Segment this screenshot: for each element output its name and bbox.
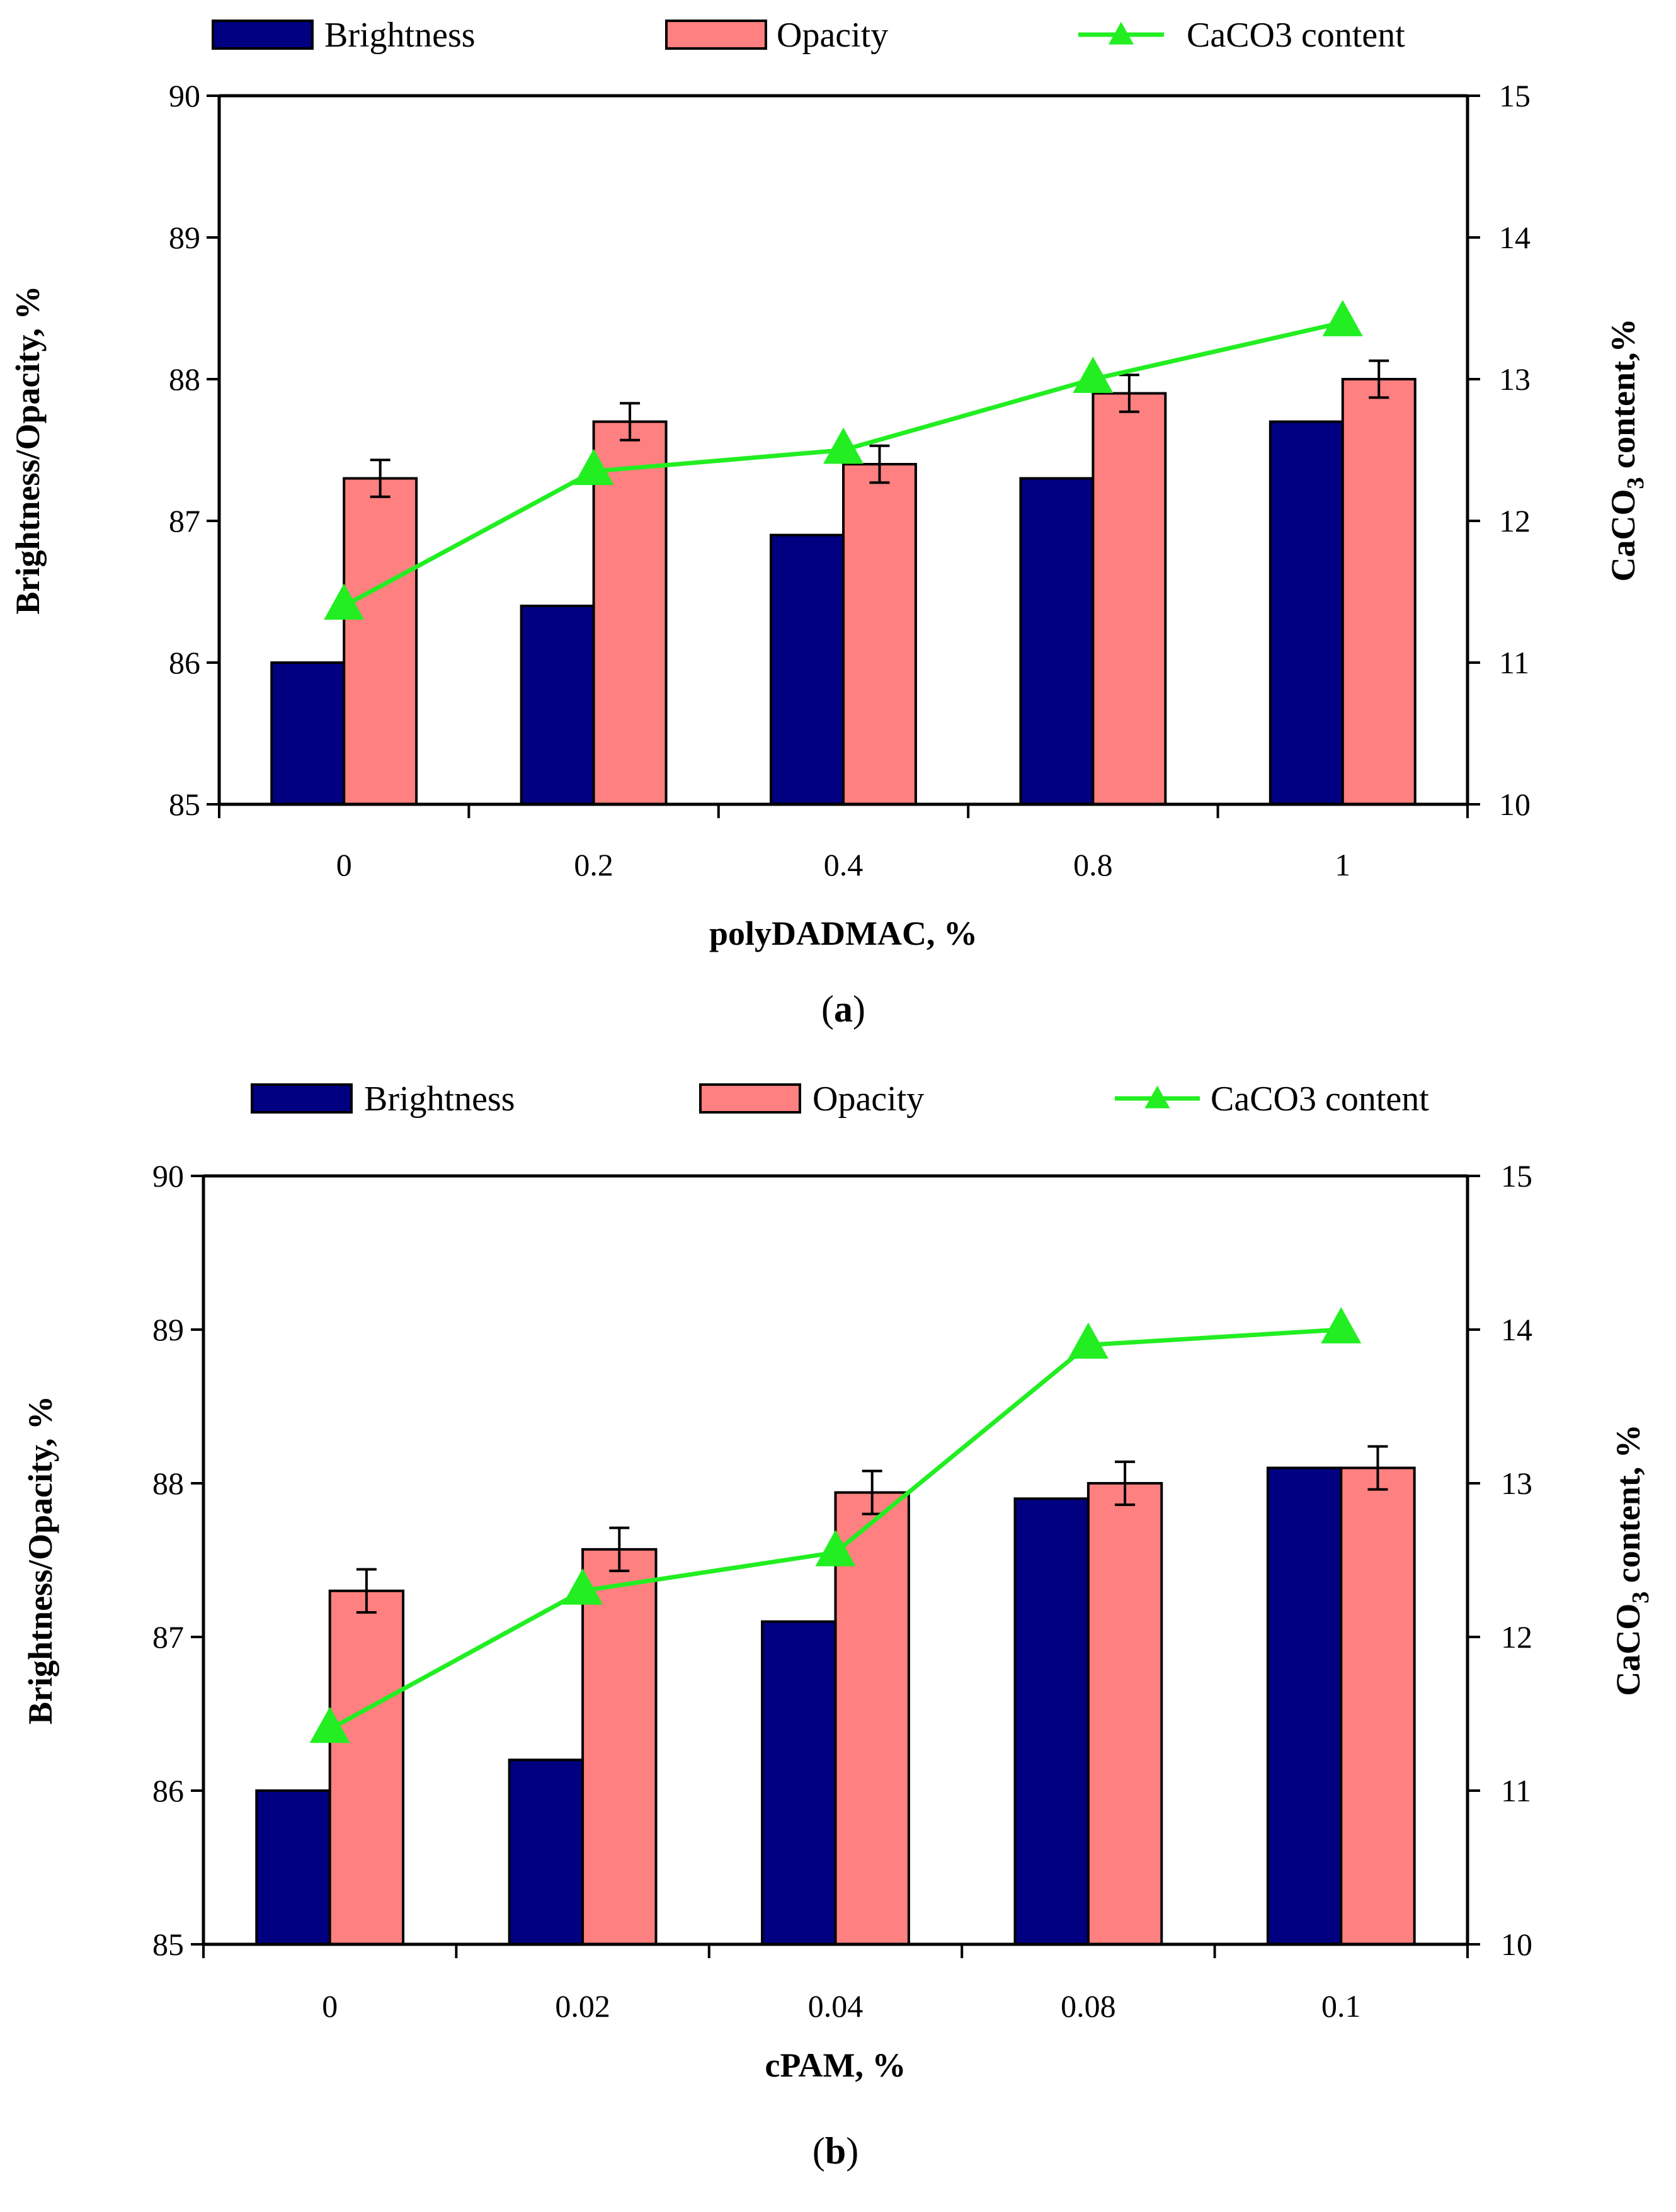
errorbar-opacity-0 [370,459,390,498]
bar-brightness-0 [270,661,346,806]
point-caco3-4 [1321,1307,1362,1343]
point-caco3-3 [1068,1322,1109,1359]
x-axis-title: polyDADMAC, % [709,915,978,952]
errorbar-opacity-2 [869,444,890,484]
bar-brightness-4 [1268,420,1344,806]
xtick-label-2: 0.4 [824,847,864,882]
xtick-label-0: 0 [336,847,352,882]
chart-panel-a: Brightness Opacity CaCO3 content 85 86 87 88 89… [9,16,1649,1030]
ytick-label-right-2: 12 [1501,1619,1532,1655]
xtick-label-4: 1 [1335,847,1350,882]
point-caco3-2 [815,1530,856,1566]
ytick-label-left-3: 88 [169,362,200,397]
xtick-label-1: 0.2 [574,847,613,882]
errorbar-opacity-1 [609,1526,630,1573]
bar-opacity-2 [842,463,917,806]
bar-opacity-3 [1092,392,1167,806]
x-axis-title: cPAM, % [765,2046,906,2084]
errorbar-opacity-3 [1119,373,1139,413]
legend: Brightness Opacity CaCO3 content [212,16,1405,55]
bar-brightness-3 [1019,477,1095,806]
ytick-label-left-2: 87 [169,503,200,539]
errorbar-opacity-3 [1115,1460,1136,1507]
legend-marker-caco3 [1144,1085,1170,1109]
ytick-label-left-5: 90 [169,78,200,113]
legend-marker-caco3 [1109,21,1134,45]
point-caco3-0 [324,583,365,620]
ytick-label-left-5: 90 [152,1158,184,1194]
point-caco3-1 [562,1568,603,1605]
xtick-label-3: 0.08 [1061,1988,1116,2024]
legend-swatch-brightness [251,1083,353,1114]
legend-label-caco3: CaCO3 content [1211,1080,1429,1119]
ytick-label-left-2: 87 [152,1619,184,1655]
ytick-label-right-4: 14 [1499,220,1531,255]
bar-brightness-1 [508,1759,584,1946]
bar-opacity-0 [328,1589,405,1946]
errorbar-opacity-4 [1367,1445,1388,1491]
y-axis-title-left: Brightness/Opacity, % [9,285,47,614]
ytick-label-left-4: 89 [169,220,200,255]
ytick-label-left-4: 89 [152,1312,184,1347]
panel-caption: (b) [812,2130,858,2172]
legend-swatch-opacity [699,1083,801,1114]
y-axis-title-right: CaCO3 content,% [1604,319,1649,582]
bar-brightness-4 [1266,1466,1343,1946]
bar-brightness-1 [520,605,595,806]
point-caco3-3 [1073,356,1114,393]
chart-panel-b: Brightness Opacity CaCO3 content 85 86 87 88 89… [21,1080,1654,2172]
errorbar-opacity-4 [1369,359,1389,399]
ytick-label-right-4: 14 [1501,1312,1532,1347]
ytick-label-right-5: 15 [1499,78,1531,113]
bar-brightness-2 [770,533,845,806]
bar-opacity-0 [343,477,418,806]
ytick-label-left-1: 86 [169,645,200,680]
errorbar-opacity-1 [620,402,641,442]
ytick-label-right-2: 12 [1499,503,1531,539]
errorbar-opacity-0 [356,1568,377,1614]
legend-label-caco3: CaCO3 content [1187,16,1405,55]
ytick-label-left-0: 85 [169,787,200,822]
bar-brightness-3 [1013,1497,1090,1946]
xtick-label-1: 0.02 [555,1988,610,2024]
ytick-label-right-3: 13 [1501,1466,1532,1501]
ytick-label-left-3: 88 [152,1466,184,1501]
ytick-label-left-0: 85 [152,1927,184,1962]
bar-opacity-1 [592,420,668,806]
bar-brightness-2 [761,1620,837,1946]
ytick-label-right-5: 15 [1501,1158,1532,1194]
legend-label-opacity: Opacity [812,1080,924,1119]
point-caco3-4 [1322,300,1363,336]
ytick-label-right-3: 13 [1499,362,1531,397]
bar-opacity-4 [1340,1466,1416,1946]
ytick-label-right-1: 11 [1501,1773,1531,1808]
bar-brightness-0 [255,1789,331,1946]
legend-label-opacity: Opacity [777,16,888,55]
point-caco3-2 [823,427,864,464]
point-caco3-1 [573,448,614,486]
ytick-label-right-0: 10 [1501,1927,1532,1962]
legend-label-brightness: Brightness [364,1080,515,1119]
legend: Brightness Opacity CaCO3 content [251,1080,1429,1119]
ytick-label-left-1: 86 [152,1773,184,1808]
bar-opacity-1 [581,1548,658,1946]
ytick-label-right-0: 10 [1499,787,1531,822]
bar-opacity-4 [1341,378,1417,806]
bar-opacity-3 [1086,1482,1163,1946]
xtick-label-2: 0.04 [808,1988,864,2024]
xtick-label-3: 0.8 [1073,847,1113,882]
ytick-label-right-1: 11 [1499,645,1529,680]
xtick-label-0: 0 [322,1988,338,2024]
panel-caption: (a) [821,988,865,1030]
xtick-label-4: 0.1 [1321,1988,1361,2024]
point-caco3-0 [309,1706,350,1743]
y-axis-title-right: CaCO3 content, % [1609,1424,1654,1696]
legend-swatch-opacity [665,20,767,50]
legend-swatch-brightness [212,20,314,50]
legend-label-brightness: Brightness [324,16,476,55]
y-axis-title-left: Brightness/Opacity, % [21,1396,59,1725]
